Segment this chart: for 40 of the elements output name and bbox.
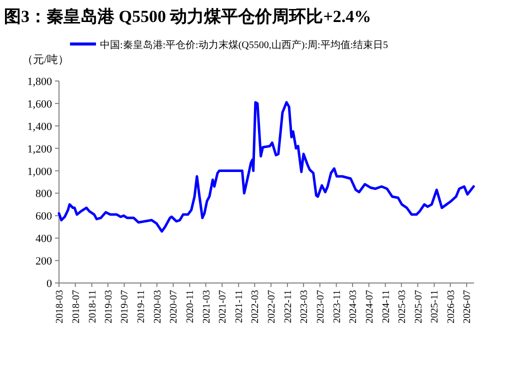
x-tick-label: 2024-07 — [364, 290, 376, 324]
y-tick-label: 1,200 — [27, 143, 52, 156]
x-tick-label: 2025-03 — [396, 290, 408, 324]
x-tick-label: 2026-07 — [462, 290, 474, 324]
x-tick-label: 2024-11 — [380, 290, 392, 323]
y-tick-label: 1,000 — [27, 166, 52, 178]
x-tick-label: 2021-03 — [201, 290, 212, 324]
x-tick-label: 2019-11 — [136, 290, 148, 323]
x-tick-label: 2023-07 — [315, 290, 326, 324]
x-tick-label: 2020-11 — [185, 290, 196, 323]
y-tick-label: 1,800 — [27, 76, 52, 88]
x-tick-label: 2021-11 — [234, 290, 246, 323]
x-tick-label: 2019-03 — [103, 290, 114, 324]
x-tick-label: 2024-03 — [348, 290, 360, 324]
x-tick-label: 2020-07 — [168, 290, 180, 324]
chart-title: 图3：秦皇岛港 Q5500 动力煤平仓价周环比+2.4% — [4, 7, 372, 26]
x-tick-label: 2019-07 — [120, 290, 131, 324]
y-tick-label: 800 — [36, 188, 52, 200]
x-tick-label: 2025-07 — [413, 290, 424, 324]
x-tick-label: 2022-03 — [250, 290, 262, 324]
y-tick-label: 1,400 — [27, 120, 52, 133]
x-tick-label: 2021-07 — [218, 290, 229, 324]
y-tick-label: 200 — [36, 256, 52, 268]
x-tick-label: 2020-03 — [152, 290, 164, 324]
x-tick-label: 2023-11 — [332, 290, 343, 323]
x-tick-label: 2018-11 — [87, 290, 98, 323]
line-series — [58, 101, 475, 233]
x-tick-label: 2023-03 — [299, 290, 310, 324]
legend-label: 中国:秦皇岛港:平仓价:动力末煤(Q5500,山西产):周:平均值:结束日5 — [100, 39, 388, 51]
x-tick-label: 2018-03 — [54, 290, 66, 324]
y-tick-label: 1,600 — [27, 98, 52, 110]
x-tick-label: 2018-07 — [70, 290, 82, 324]
y-tick-label: 0 — [46, 278, 52, 290]
y-axis-title: （元/吨） — [22, 53, 70, 66]
y-tick-label: 400 — [36, 233, 52, 246]
x-tick-label: 2025-11 — [430, 290, 441, 323]
y-tick-label: 600 — [36, 210, 52, 223]
x-tick-label: 2022-11 — [282, 290, 294, 323]
x-tick-label: 2022-07 — [266, 290, 278, 324]
x-tick-label: 2026-03 — [446, 290, 457, 324]
